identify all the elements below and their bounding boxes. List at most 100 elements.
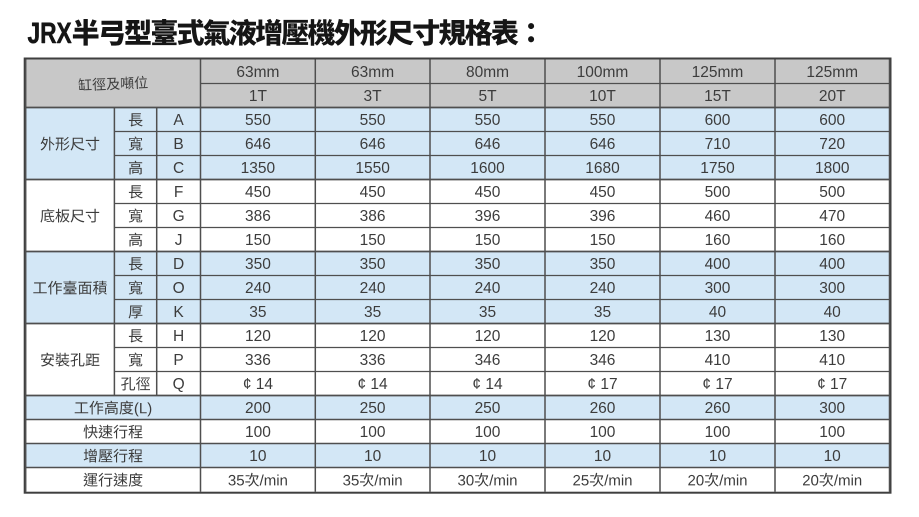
svg-text:120: 120 [360, 328, 386, 345]
svg-text:10: 10 [709, 448, 727, 465]
svg-text:646: 646 [245, 136, 271, 153]
svg-text:35: 35 [249, 304, 266, 321]
svg-text:B: B [173, 136, 183, 153]
svg-text:550: 550 [360, 112, 386, 129]
svg-text:160: 160 [705, 232, 731, 249]
svg-text:35: 35 [479, 304, 496, 321]
svg-text:3T: 3T [364, 88, 383, 105]
svg-text:1800: 1800 [815, 160, 850, 177]
svg-text:G: G [173, 208, 185, 225]
svg-text:O: O [173, 280, 185, 297]
svg-text:240: 240 [475, 280, 501, 297]
svg-text:346: 346 [475, 352, 501, 369]
svg-text:¢ 14: ¢ 14 [472, 376, 503, 393]
svg-text:¢ 14: ¢ 14 [358, 376, 389, 393]
svg-text:1680: 1680 [585, 160, 620, 177]
svg-text:550: 550 [590, 112, 616, 129]
svg-text:100: 100 [819, 424, 845, 441]
svg-text:D: D [173, 256, 184, 273]
svg-text:H: H [173, 328, 184, 345]
svg-text:350: 350 [245, 256, 271, 273]
svg-text:646: 646 [475, 136, 501, 153]
svg-text:100: 100 [705, 424, 731, 441]
svg-text:1750: 1750 [700, 160, 735, 177]
svg-text:35: 35 [594, 304, 611, 321]
svg-text:300: 300 [819, 400, 845, 417]
svg-text:1600: 1600 [470, 160, 505, 177]
svg-text:400: 400 [819, 256, 845, 273]
svg-text:P: P [173, 352, 183, 369]
svg-text:10: 10 [479, 448, 497, 465]
svg-text:1550: 1550 [355, 160, 390, 177]
svg-text:100: 100 [590, 424, 616, 441]
svg-text:20T: 20T [819, 88, 846, 105]
svg-text:260: 260 [705, 400, 731, 417]
svg-text:C: C [173, 160, 184, 177]
svg-text:100: 100 [245, 424, 271, 441]
svg-text:130: 130 [819, 328, 845, 345]
svg-text:410: 410 [705, 352, 731, 369]
svg-text:250: 250 [475, 400, 501, 417]
svg-text:336: 336 [245, 352, 271, 369]
svg-text:450: 450 [475, 184, 501, 201]
svg-text:120: 120 [475, 328, 501, 345]
svg-text:35: 35 [364, 304, 381, 321]
svg-text:240: 240 [245, 280, 271, 297]
svg-text:150: 150 [590, 232, 616, 249]
svg-text:K: K [173, 304, 184, 321]
svg-text:646: 646 [360, 136, 386, 153]
svg-text:15T: 15T [704, 88, 731, 105]
svg-text:F: F [174, 184, 183, 201]
svg-text:40: 40 [824, 304, 842, 321]
svg-text:1350: 1350 [241, 160, 276, 177]
svg-text:120: 120 [245, 328, 271, 345]
svg-text:400: 400 [705, 256, 731, 273]
svg-text:¢ 14: ¢ 14 [243, 376, 274, 393]
svg-text:150: 150 [245, 232, 271, 249]
svg-text:Q: Q [173, 376, 185, 393]
svg-text:10: 10 [249, 448, 267, 465]
svg-text:10: 10 [364, 448, 382, 465]
svg-text:160: 160 [819, 232, 845, 249]
svg-text:A: A [173, 112, 184, 129]
svg-text:396: 396 [590, 208, 616, 225]
svg-text:346: 346 [590, 352, 616, 369]
svg-text:1T: 1T [249, 88, 268, 105]
svg-text:10T: 10T [589, 88, 616, 105]
svg-text:260: 260 [590, 400, 616, 417]
svg-text:¢ 17: ¢ 17 [817, 376, 847, 393]
svg-text:240: 240 [360, 280, 386, 297]
svg-text:100mm: 100mm [577, 64, 629, 81]
svg-text:150: 150 [360, 232, 386, 249]
svg-text:250: 250 [360, 400, 386, 417]
svg-text:300: 300 [819, 280, 845, 297]
svg-text:10: 10 [824, 448, 842, 465]
svg-text:130: 130 [705, 328, 731, 345]
svg-text:646: 646 [590, 136, 616, 153]
svg-text:10: 10 [594, 448, 612, 465]
svg-text:¢ 17: ¢ 17 [587, 376, 617, 393]
svg-text:396: 396 [475, 208, 501, 225]
svg-text:386: 386 [245, 208, 271, 225]
svg-text:120: 120 [590, 328, 616, 345]
svg-text:550: 550 [245, 112, 271, 129]
svg-text:150: 150 [475, 232, 501, 249]
svg-text:63mm: 63mm [351, 64, 394, 81]
svg-text:¢ 17: ¢ 17 [702, 376, 732, 393]
svg-text:450: 450 [590, 184, 616, 201]
svg-text:J: J [175, 232, 183, 249]
svg-text:550: 550 [475, 112, 501, 129]
svg-text:386: 386 [360, 208, 386, 225]
svg-text:300: 300 [705, 280, 731, 297]
svg-text:410: 410 [819, 352, 845, 369]
svg-text:350: 350 [590, 256, 616, 273]
svg-text:600: 600 [705, 112, 731, 129]
svg-text:710: 710 [705, 136, 731, 153]
svg-text:460: 460 [705, 208, 731, 225]
svg-text:125mm: 125mm [806, 64, 858, 81]
svg-text:350: 350 [475, 256, 501, 273]
svg-text:80mm: 80mm [466, 64, 509, 81]
svg-text:450: 450 [360, 184, 386, 201]
svg-text:600: 600 [819, 112, 845, 129]
svg-text:200: 200 [245, 400, 271, 417]
